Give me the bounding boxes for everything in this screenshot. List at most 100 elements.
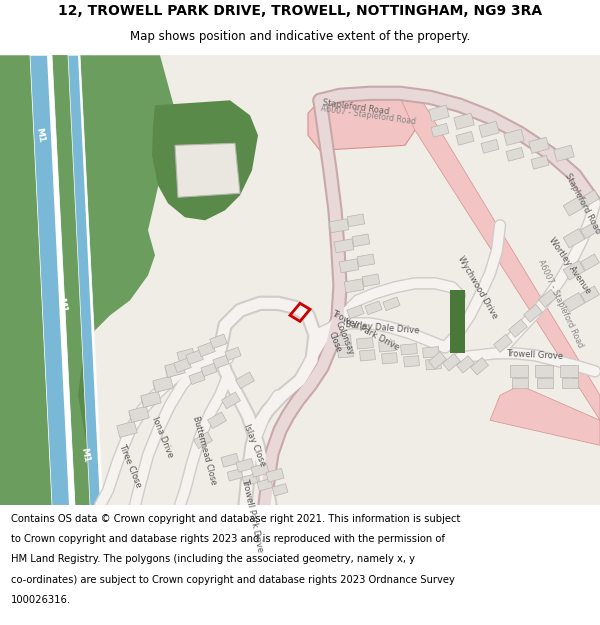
Polygon shape [379, 341, 395, 352]
Polygon shape [490, 385, 600, 445]
Text: Wychwood Drive: Wychwood Drive [457, 254, 500, 320]
Text: Stapleford Road: Stapleford Road [563, 171, 600, 235]
Polygon shape [0, 55, 52, 505]
Polygon shape [581, 190, 599, 207]
Polygon shape [334, 239, 354, 252]
Polygon shape [129, 406, 149, 422]
Polygon shape [347, 214, 365, 227]
Polygon shape [175, 143, 240, 198]
Polygon shape [539, 289, 557, 308]
Polygon shape [428, 352, 446, 369]
Polygon shape [382, 352, 397, 364]
Polygon shape [117, 421, 137, 437]
Polygon shape [141, 391, 161, 408]
Polygon shape [581, 286, 599, 302]
Polygon shape [251, 463, 269, 478]
Text: Contains OS data © Crown copyright and database right 2021. This information is : Contains OS data © Crown copyright and d… [11, 514, 460, 524]
Polygon shape [0, 55, 600, 505]
Polygon shape [221, 392, 241, 409]
Polygon shape [563, 229, 585, 248]
Polygon shape [272, 484, 288, 496]
Text: Tiree Close: Tiree Close [117, 442, 143, 489]
Text: Islay Close: Islay Close [242, 422, 268, 468]
Polygon shape [242, 474, 258, 486]
Polygon shape [208, 412, 226, 429]
Polygon shape [456, 131, 474, 145]
Text: 100026316.: 100026316. [11, 595, 71, 605]
Polygon shape [356, 338, 373, 349]
Polygon shape [524, 304, 542, 322]
Text: to Crown copyright and database rights 2023 and is reproduced with the permissio: to Crown copyright and database rights 2… [11, 534, 445, 544]
Polygon shape [404, 356, 419, 367]
Polygon shape [347, 305, 364, 319]
Text: A6007 - Stapleford Road: A6007 - Stapleford Road [536, 258, 584, 349]
Polygon shape [400, 98, 600, 420]
Text: Wortley Avenue: Wortley Avenue [547, 236, 593, 295]
Polygon shape [335, 334, 352, 346]
Polygon shape [535, 365, 553, 378]
Polygon shape [531, 156, 549, 169]
Polygon shape [383, 297, 400, 311]
Polygon shape [470, 357, 488, 375]
Polygon shape [210, 334, 227, 349]
Text: 12, TROWELL PARK DRIVE, TROWELL, NOTTINGHAM, NG9 3RA: 12, TROWELL PARK DRIVE, TROWELL, NOTTING… [58, 4, 542, 18]
Polygon shape [443, 354, 460, 371]
Text: A6007 - Stapleford Road: A6007 - Stapleford Road [320, 104, 416, 126]
Polygon shape [189, 371, 205, 384]
Polygon shape [562, 378, 578, 388]
Polygon shape [431, 123, 449, 138]
Polygon shape [506, 148, 524, 161]
Text: Trowell Park Drive: Trowell Park Drive [329, 309, 400, 352]
Polygon shape [450, 290, 465, 353]
Text: Map shows position and indicative extent of the property.: Map shows position and indicative extent… [130, 31, 470, 43]
Polygon shape [68, 55, 103, 505]
Text: Buttermead Close: Buttermead Close [191, 415, 218, 486]
Polygon shape [338, 347, 353, 358]
Text: M1: M1 [56, 297, 68, 314]
Polygon shape [266, 468, 284, 482]
Text: co-ordinates) are subject to Crown copyright and database rights 2023 Ordnance S: co-ordinates) are subject to Crown copyr… [11, 575, 455, 585]
Polygon shape [30, 55, 75, 505]
Polygon shape [563, 292, 585, 312]
Text: Trowell Park Drive: Trowell Park Drive [240, 478, 264, 553]
Polygon shape [352, 234, 370, 247]
Polygon shape [153, 378, 171, 392]
Polygon shape [362, 274, 380, 287]
Polygon shape [581, 254, 599, 271]
Polygon shape [563, 261, 585, 280]
Polygon shape [494, 334, 512, 352]
Polygon shape [257, 479, 273, 491]
Polygon shape [194, 432, 212, 449]
Polygon shape [227, 469, 243, 481]
Polygon shape [201, 363, 217, 376]
Polygon shape [225, 348, 241, 361]
Text: HM Land Registry. The polygons (including the associated geometry, namely x, y: HM Land Registry. The polygons (includin… [11, 554, 415, 564]
Polygon shape [581, 222, 599, 239]
Polygon shape [186, 350, 203, 364]
Polygon shape [152, 100, 258, 220]
Polygon shape [537, 378, 553, 388]
Polygon shape [329, 219, 349, 232]
Polygon shape [481, 139, 499, 153]
Polygon shape [78, 55, 103, 505]
Text: Colonsay
Close: Colonsay Close [324, 320, 356, 361]
Polygon shape [509, 319, 527, 338]
Polygon shape [554, 145, 574, 161]
Polygon shape [479, 121, 499, 138]
Polygon shape [308, 98, 415, 150]
Polygon shape [365, 301, 382, 314]
Polygon shape [359, 349, 376, 361]
Text: Iona Drive: Iona Drive [150, 416, 174, 459]
Polygon shape [401, 344, 418, 355]
Polygon shape [425, 359, 442, 370]
Polygon shape [510, 365, 528, 378]
Text: M1: M1 [79, 447, 91, 464]
Polygon shape [165, 361, 185, 378]
Polygon shape [213, 355, 229, 368]
Polygon shape [52, 55, 95, 505]
Text: Stapleford Road: Stapleford Road [322, 98, 390, 116]
Polygon shape [236, 458, 254, 472]
Polygon shape [47, 55, 75, 505]
Polygon shape [52, 55, 175, 505]
Polygon shape [560, 365, 578, 378]
